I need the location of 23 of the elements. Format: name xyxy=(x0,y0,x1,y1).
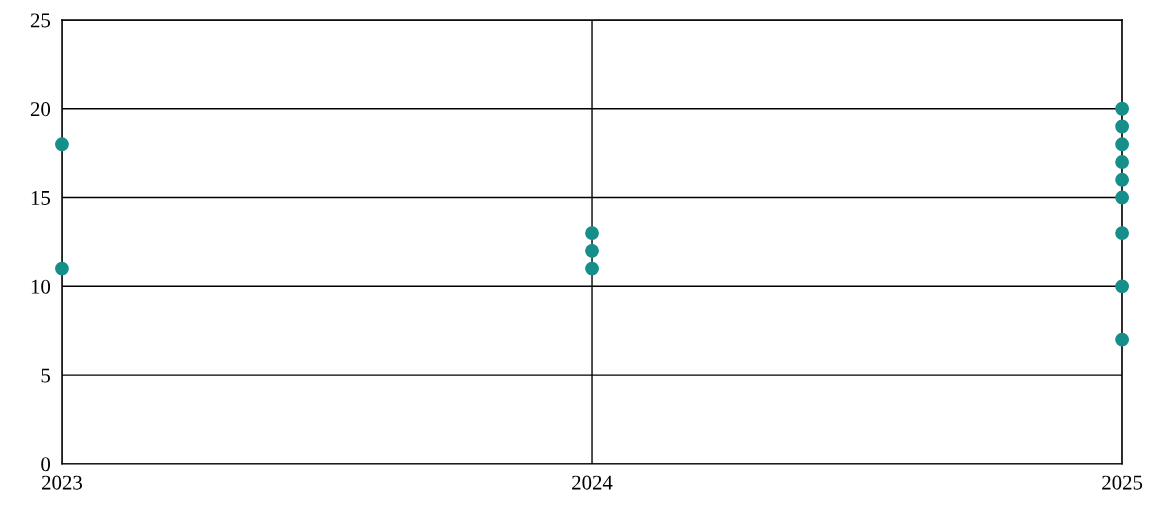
point xyxy=(1115,137,1130,152)
y-tick-label: 0 xyxy=(41,457,51,472)
x-tick-label: 2024 xyxy=(572,475,613,490)
y-tick-label: 25 xyxy=(30,13,51,28)
point xyxy=(585,243,599,258)
x-tick-label: 2023 xyxy=(42,475,82,490)
point xyxy=(1115,155,1130,169)
point xyxy=(1115,226,1130,240)
point xyxy=(585,261,599,276)
y-tick-label: 5 xyxy=(41,368,51,383)
point xyxy=(1115,172,1130,187)
y-tick-label: 10 xyxy=(31,279,51,294)
point xyxy=(1115,101,1130,116)
x-tick-label: 2025 xyxy=(1102,475,1143,490)
y-tick-label: 20 xyxy=(30,102,51,117)
point xyxy=(55,261,69,276)
point xyxy=(585,226,599,240)
y-tick-label: 15 xyxy=(31,191,51,205)
point xyxy=(1115,119,1130,134)
point xyxy=(1115,279,1130,294)
point xyxy=(1115,190,1130,205)
point xyxy=(55,137,69,152)
point xyxy=(1115,332,1130,347)
